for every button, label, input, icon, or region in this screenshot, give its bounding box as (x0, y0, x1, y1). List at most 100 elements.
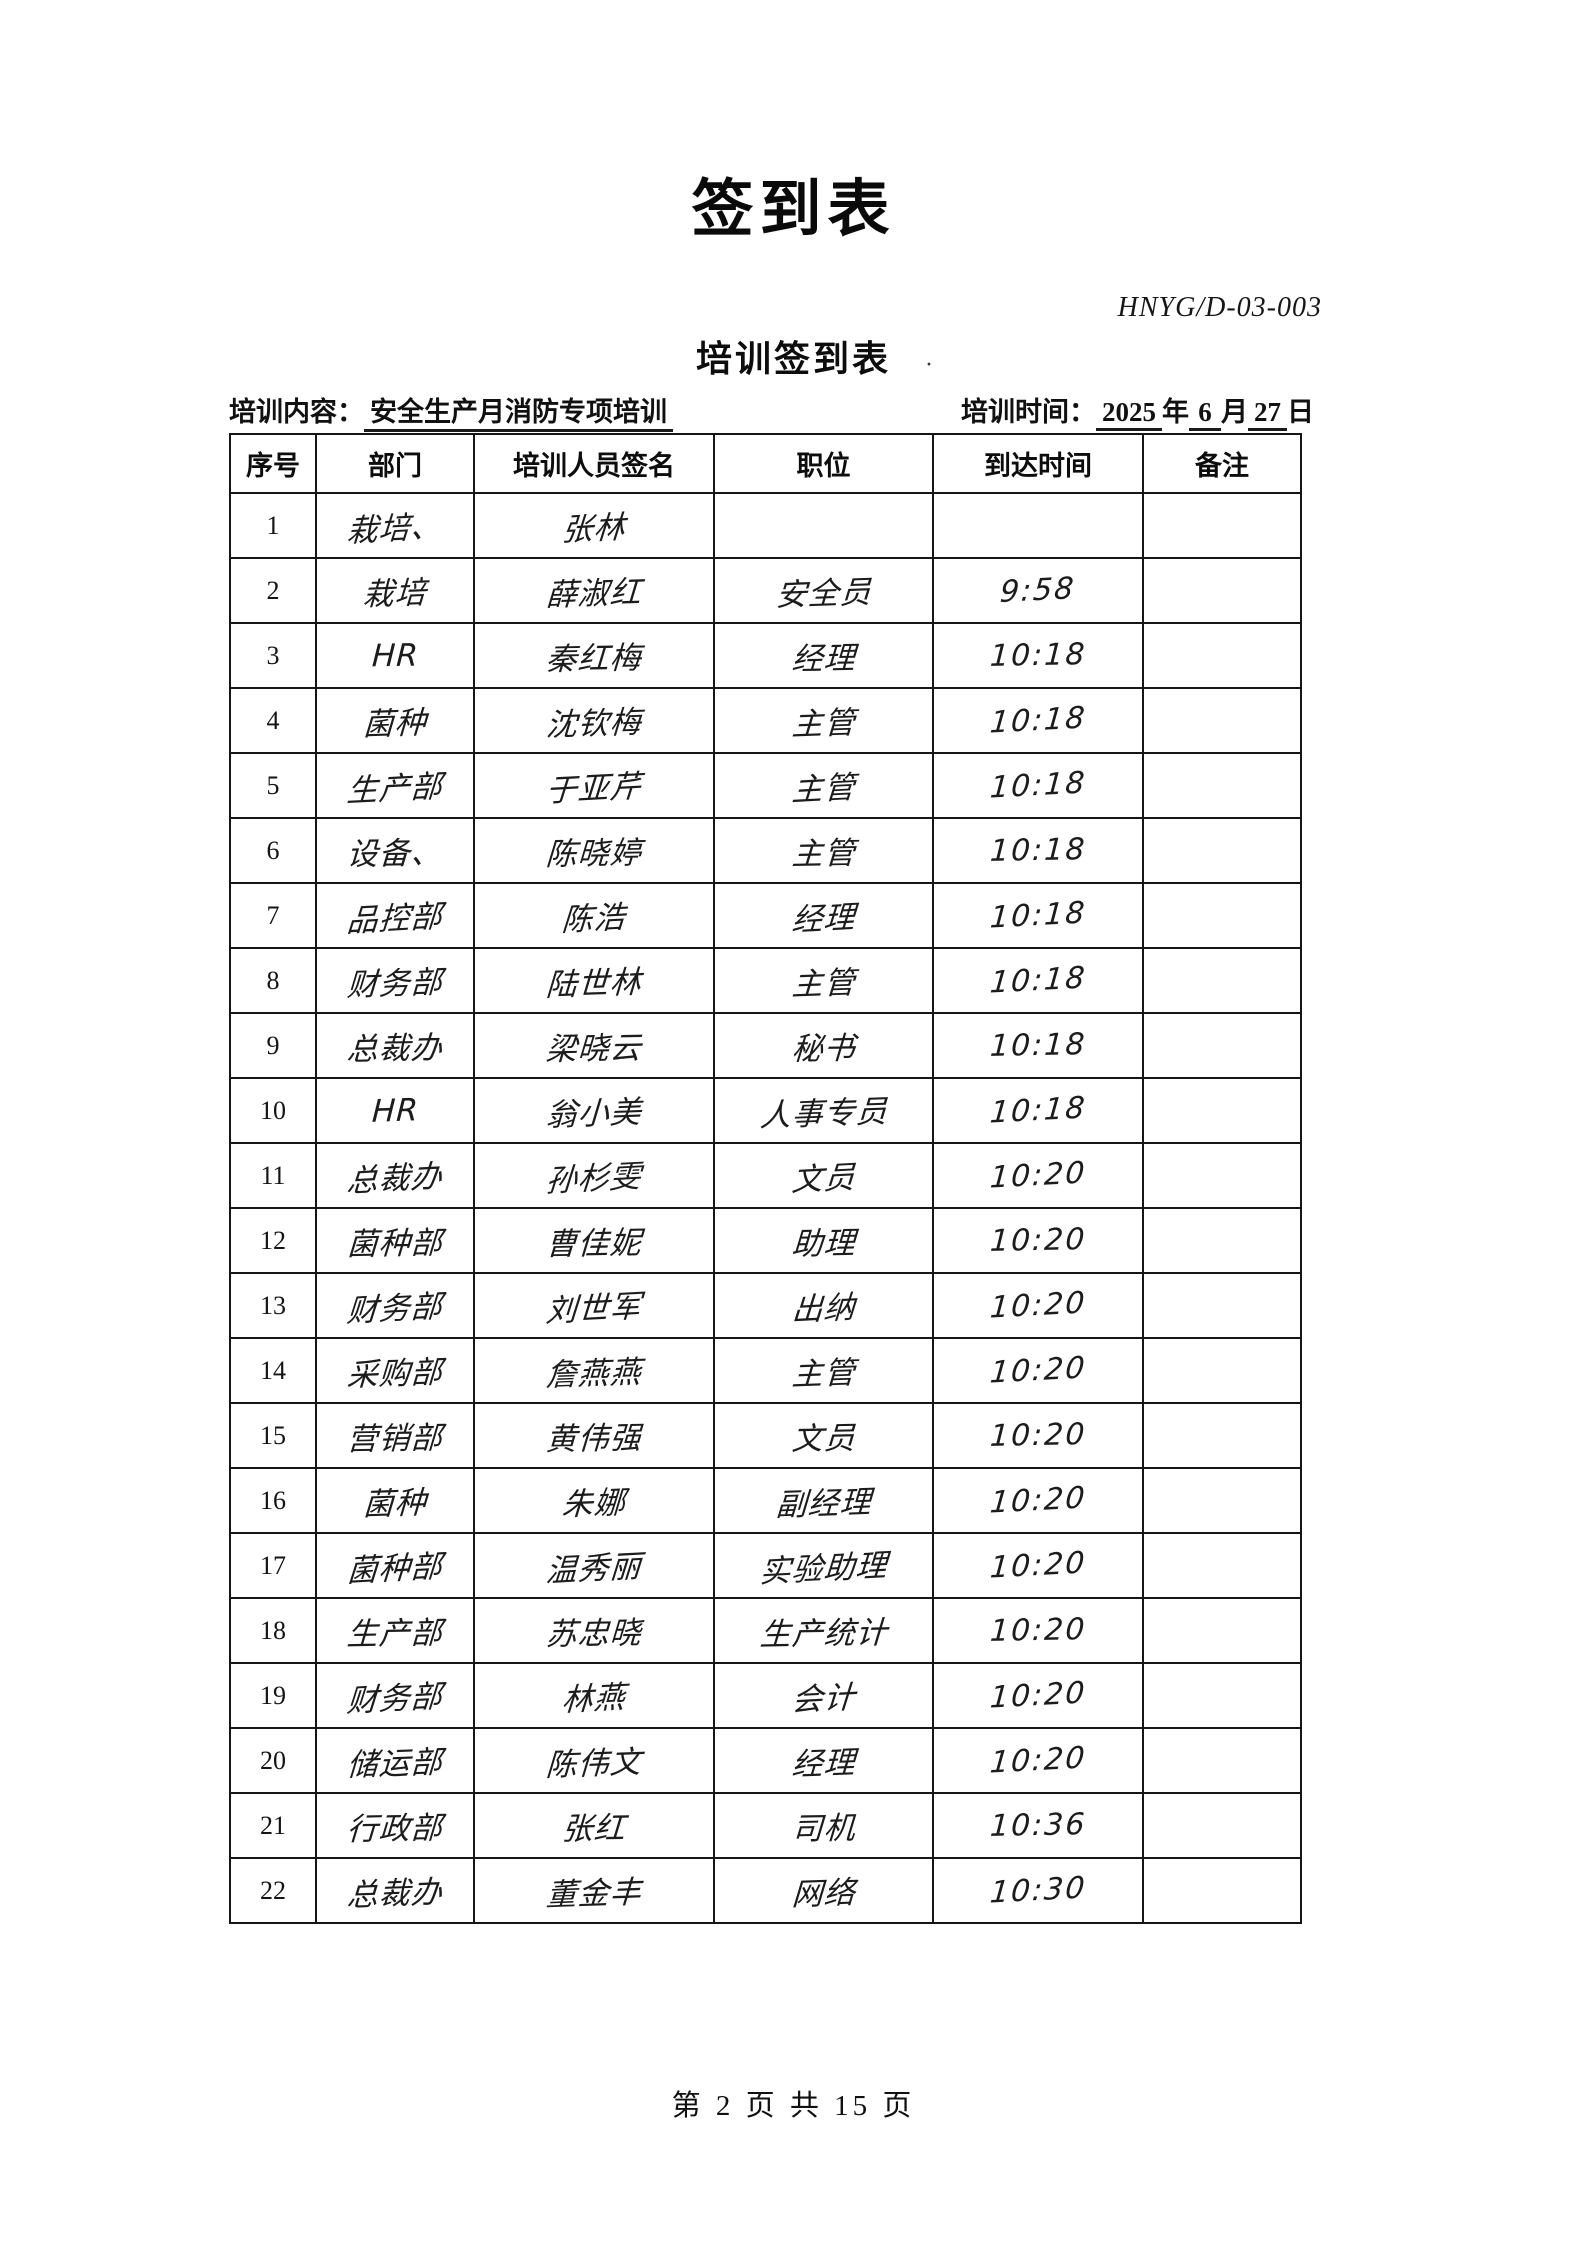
table-row: 22 总裁办 董金丰 网络 10:30 (229, 1857, 1302, 1924)
handwritten-position: 文员 (790, 1159, 857, 1199)
handwritten-arrival-time: 10:20 (988, 1545, 1088, 1586)
handwritten-department: 生产部 (345, 1615, 444, 1653)
handwritten-department: 菌种 (361, 1484, 428, 1524)
row-serial-number: 22 (260, 1875, 286, 1905)
handwritten-department: 栽培、 (345, 508, 444, 550)
row-serial-number: 18 (260, 1615, 286, 1645)
handwritten-signature: 陈晓婷 (544, 835, 643, 873)
table-row: 8 财务部 陆世林 主管 10:18 (229, 947, 1302, 1014)
handwritten-signature: 翁小美 (544, 1094, 643, 1134)
handwritten-department: 营销部 (345, 1420, 444, 1458)
handwritten-department: 储运部 (345, 1744, 444, 1784)
handwritten-department: 采购部 (345, 1354, 444, 1394)
handwritten-signature: 黄伟强 (544, 1420, 643, 1458)
handwritten-position: 生产统计 (758, 1614, 889, 1654)
handwritten-signature: 梁晓云 (544, 1030, 643, 1068)
handwritten-position: 主管 (790, 769, 857, 809)
handwritten-signature: 苏忠晓 (544, 1615, 643, 1653)
table-row: 1 栽培、 张林 (229, 492, 1302, 559)
handwritten-signature: 于亚芹 (544, 768, 643, 810)
handwritten-arrival-time: 10:18 (988, 765, 1088, 806)
handwritten-department: HR (370, 1091, 420, 1130)
table-row: 3 HR 秦红梅 经理 10:18 (229, 622, 1302, 689)
handwritten-department: 菌种 (361, 704, 428, 744)
handwritten-signature: 张红 (560, 1810, 627, 1848)
training-content-value: 安全生产月消防专项培训 (364, 390, 673, 432)
training-day-value: 27 (1248, 397, 1287, 431)
handwritten-position: 司机 (790, 1810, 857, 1848)
signin-table: 序号 部门 培训人员签名 职位 到达时间 备注 1 栽培、 张林 2 栽培 薛淑… (229, 433, 1302, 1924)
header-signature: 培训人员签名 (473, 433, 715, 494)
handwritten-signature: 陈伟文 (544, 1744, 643, 1784)
row-serial-number: 1 (266, 510, 280, 540)
handwritten-signature: 秦红梅 (544, 640, 643, 678)
handwritten-arrival-time: 10:20 (988, 1740, 1088, 1781)
header-serial: 序号 (229, 433, 317, 494)
handwritten-signature: 詹燕燕 (544, 1354, 643, 1394)
table-row: 10 HR 翁小美 人事专员 10:18 (229, 1077, 1302, 1144)
handwritten-department: 行政部 (345, 1810, 444, 1848)
table-row: 6 设备、 陈晓婷 主管 10:18 (229, 817, 1302, 884)
handwritten-arrival-time: 10:20 (988, 1417, 1088, 1454)
handwritten-department: 栽培 (361, 574, 428, 614)
row-serial-number: 9 (266, 1030, 280, 1060)
handwritten-department: 总裁办 (345, 1158, 444, 1200)
day-suffix: 日 (1287, 397, 1314, 427)
handwritten-arrival-time: 10:18 (988, 832, 1088, 869)
handwritten-signature: 薛淑红 (544, 574, 643, 614)
handwritten-position: 主管 (790, 964, 857, 1004)
handwritten-arrival-time: 10:20 (988, 1350, 1088, 1391)
handwritten-department: 财务部 (345, 964, 444, 1004)
handwritten-position: 助理 (790, 1225, 857, 1263)
row-serial-number: 19 (260, 1680, 286, 1710)
handwritten-department: 总裁办 (345, 1030, 444, 1068)
table-row: 21 行政部 张红 司机 10:36 (229, 1792, 1302, 1859)
handwritten-position: 人事专员 (758, 1093, 889, 1135)
stray-scan-mark: · (925, 352, 933, 378)
handwritten-department: 财务部 (345, 1678, 444, 1720)
handwritten-department: 菌种部 (345, 1548, 444, 1590)
training-year-value: 2025 (1096, 397, 1162, 431)
handwritten-signature: 陆世林 (544, 964, 643, 1004)
handwritten-department: 设备、 (345, 835, 444, 873)
handwritten-position: 会计 (790, 1679, 857, 1719)
header-remarks: 备注 (1142, 433, 1302, 494)
row-serial-number: 13 (260, 1290, 286, 1320)
document-code: HNYG/D-03-003 (1117, 292, 1322, 323)
row-serial-number: 16 (260, 1485, 286, 1515)
header-department: 部门 (315, 433, 475, 494)
row-serial-number: 6 (266, 835, 280, 865)
handwritten-position: 主管 (790, 1354, 857, 1394)
row-serial-number: 4 (266, 705, 280, 735)
handwritten-department: HR (370, 637, 420, 674)
handwritten-arrival-time: 10:18 (988, 1027, 1088, 1064)
handwritten-arrival-time: 10:20 (988, 1612, 1088, 1649)
page-title: 签到表 (691, 176, 896, 244)
table-row: 9 总裁办 梁晓云 秘书 10:18 (229, 1012, 1302, 1079)
row-serial-number: 15 (260, 1420, 286, 1450)
row-serial-number: 2 (266, 575, 280, 605)
table-row: 14 采购部 詹燕燕 主管 10:20 (229, 1337, 1302, 1404)
handwritten-signature: 刘世军 (544, 1288, 643, 1330)
handwritten-arrival-time: 10:18 (988, 895, 1088, 936)
handwritten-arrival-time: 10:20 (988, 1675, 1088, 1716)
training-content-field: 培训内容： 安全生产月消防专项培训 (229, 390, 673, 432)
handwritten-position: 经理 (790, 640, 857, 678)
handwritten-arrival-time: 10:36 (988, 1807, 1088, 1844)
table-row: 19 财务部 林燕 会计 10:20 (229, 1662, 1302, 1729)
handwritten-signature: 张林 (560, 509, 627, 549)
handwritten-arrival-time: 10:20 (988, 1155, 1088, 1196)
handwritten-position: 经理 (790, 1744, 857, 1784)
year-suffix: 年 (1162, 397, 1189, 427)
table-body: 1 栽培、 张林 2 栽培 薛淑红 安全员 9:58 3 HR 秦红梅 经理 1… (229, 492, 1302, 1924)
handwritten-arrival-time: 10:18 (988, 1090, 1088, 1131)
handwritten-department: 菌种部 (345, 1225, 444, 1263)
handwritten-department: 生产部 (345, 768, 444, 810)
form-subtitle: 培训签到表 (695, 339, 891, 379)
training-time-label: 培训时间： (961, 397, 1096, 427)
handwritten-position: 副经理 (774, 1484, 873, 1524)
handwritten-department: 品控部 (345, 898, 444, 940)
row-serial-number: 21 (260, 1810, 286, 1840)
handwritten-signature: 林燕 (560, 1679, 627, 1719)
row-serial-number: 10 (260, 1095, 286, 1125)
